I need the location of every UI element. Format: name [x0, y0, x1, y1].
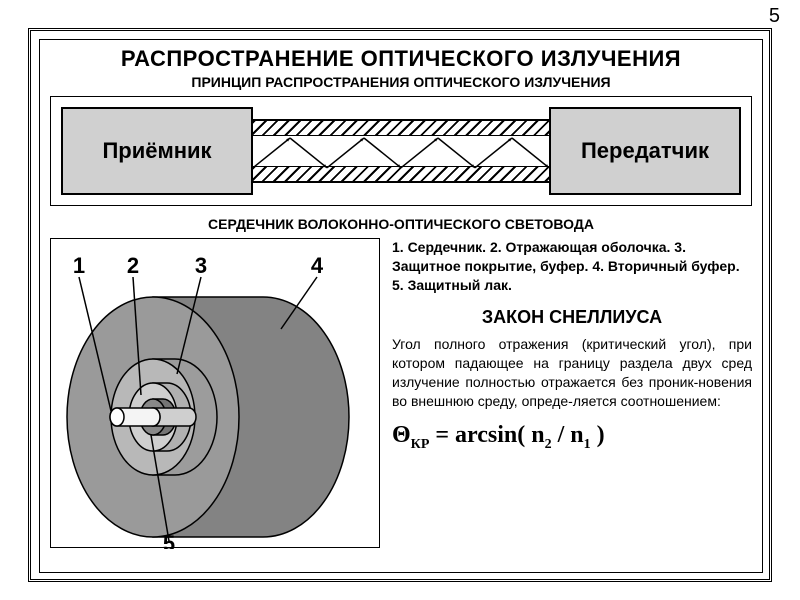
waveguide-diagram: Приёмник Передатчик — [50, 96, 752, 206]
receiver-block: Приёмник — [61, 107, 253, 195]
fiber-svg: 1 2 3 4 5 — [51, 239, 381, 549]
description-column: 1. Сердечник. 2. Отражающая оболочка. 3.… — [392, 238, 752, 548]
fiber-tube — [253, 119, 549, 183]
fiber-cross-section: 1 2 3 4 5 — [50, 238, 380, 548]
formula-eq: = arcsin( n — [429, 422, 544, 448]
legend: 1. Сердечник. 2. Отражающая оболочка. 3.… — [392, 238, 752, 295]
transmitter-label: Передатчик — [581, 138, 709, 164]
inner-panel: РАСПРОСТРАНЕНИЕ ОПТИЧЕСКОГО ИЗЛУЧЕНИЯ ПР… — [39, 39, 763, 573]
page-number: 5 — [769, 5, 780, 28]
snell-formula: ΘКР = arcsin( n2 / n1 ) — [392, 419, 752, 455]
subtitle: ПРИНЦИП РАСПРОСТРАНЕНИЯ ОПТИЧЕСКОГО ИЗЛУ… — [50, 74, 752, 90]
svg-text:2: 2 — [127, 253, 139, 278]
transmitter-block: Передатчик — [549, 107, 741, 195]
mid-caption: СЕРДЕЧНИК ВОЛОКОННО-ОПТИЧЕСКОГО СВЕТОВОД… — [50, 216, 752, 232]
formula-n2: 2 — [545, 436, 552, 451]
formula-theta-sub: КР — [411, 436, 430, 451]
receiver-label: Приёмник — [102, 138, 211, 164]
formula-slash: / n — [552, 422, 584, 448]
bottom-row: 1 2 3 4 5 1. Сердечник. 2. Отражающая оболоч… — [50, 238, 752, 548]
svg-text:3: 3 — [195, 253, 207, 278]
ray-zigzag — [253, 136, 549, 170]
outer-frame: РАСПРОСТРАНЕНИЕ ОПТИЧЕСКОГО ИЗЛУЧЕНИЯ ПР… — [28, 28, 772, 582]
snell-body: Угол полного отражения (критический угол… — [392, 335, 752, 411]
svg-text:1: 1 — [73, 253, 85, 278]
svg-text:5: 5 — [163, 531, 175, 549]
snell-heading: ЗАКОН СНЕЛЛИУСА — [392, 305, 752, 329]
formula-close: ) — [591, 422, 605, 448]
cladding-top-hatch — [253, 121, 549, 136]
formula-theta: Θ — [392, 422, 411, 448]
formula-n1: 1 — [584, 436, 591, 451]
main-title: РАСПРОСТРАНЕНИЕ ОПТИЧЕСКОГО ИЗЛУЧЕНИЯ — [50, 46, 752, 72]
svg-text:4: 4 — [311, 253, 324, 278]
